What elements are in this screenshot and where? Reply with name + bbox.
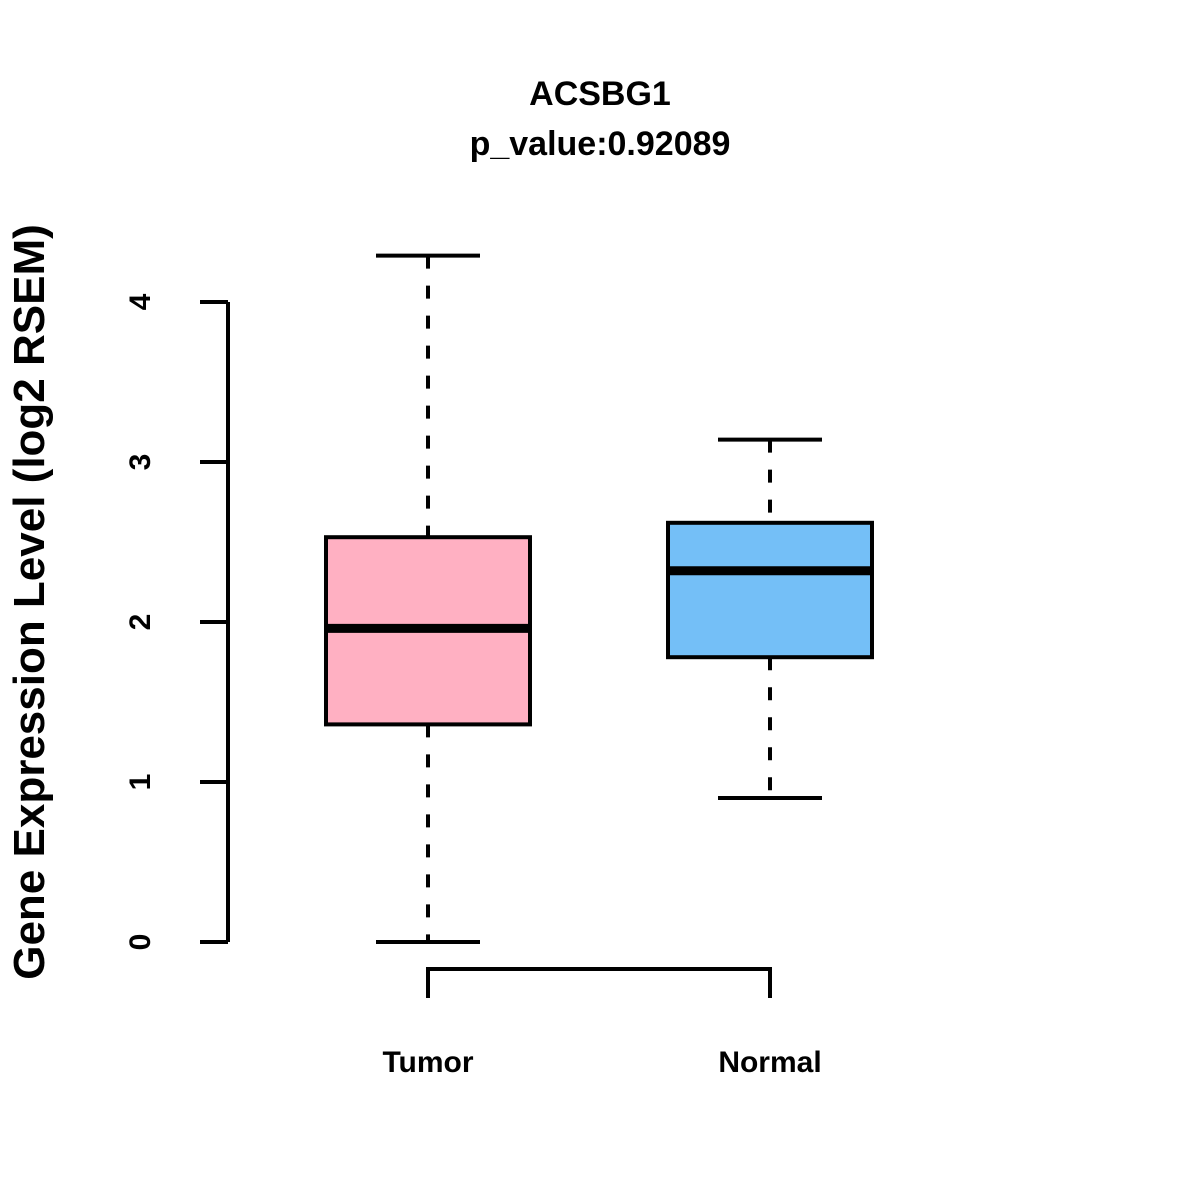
y-tick-label: 1 bbox=[124, 774, 157, 791]
y-tick-label: 2 bbox=[124, 614, 157, 631]
y-tick-label: 0 bbox=[124, 934, 157, 951]
box-normal bbox=[666, 520, 874, 660]
x-label-tumor: Tumor bbox=[382, 1046, 473, 1079]
y-tick-label: 4 bbox=[124, 293, 157, 310]
x-axis-bracket bbox=[426, 967, 772, 998]
chart-subtitle: p_value:0.92089 bbox=[470, 125, 731, 163]
plot-marks: 0 1 2 3 4 Tumor Normal bbox=[124, 253, 874, 1079]
x-label-normal: Normal bbox=[718, 1046, 821, 1079]
y-axis-label: Gene Expression Level (log2 RSEM) bbox=[5, 224, 54, 980]
y-tick-label: 3 bbox=[124, 454, 157, 471]
chart-title: ACSBG1 bbox=[529, 75, 671, 113]
